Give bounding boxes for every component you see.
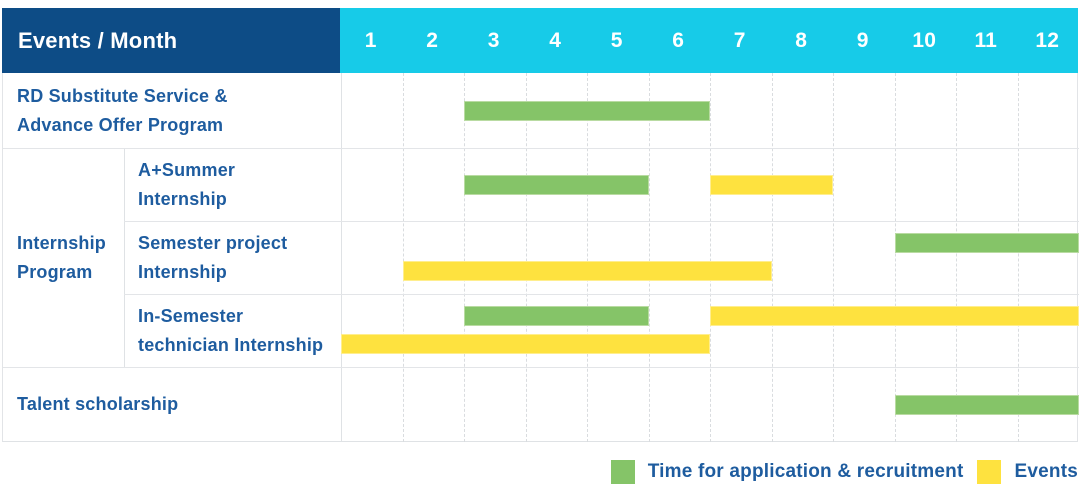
- row-separator: [3, 367, 1079, 368]
- row-label-in-semester-technician-internship: In-Semester technician Internship: [124, 294, 341, 367]
- month-gridline: [587, 73, 588, 442]
- bar-event-semester-project-internship: [402, 261, 772, 281]
- bar-event-in-semester-technician-internship: [710, 306, 1079, 326]
- month-gridline: [1017, 73, 1019, 442]
- yellow-legend-swatch-icon: [977, 460, 1002, 484]
- bar-application-semester-project-internship: [894, 233, 1079, 253]
- bar-application-talent-scholarship: [894, 394, 1079, 415]
- month-header-row: 1 2 3 4 5 6 7 8 9 10 11 12: [340, 8, 1078, 73]
- row-separator: [124, 221, 1079, 222]
- legend-label-application: Time for application & recruitment: [647, 461, 964, 482]
- row-label-line: Talent scholarship: [17, 394, 179, 414]
- group-label-line: Program: [17, 261, 93, 282]
- row-label-line: Advance Offer Program: [17, 114, 224, 135]
- month-header-9: 9: [856, 28, 869, 52]
- month-gridline: [525, 73, 527, 442]
- group-column-border: [124, 148, 125, 367]
- legend-item-events: Events: [977, 460, 1078, 484]
- row-label-line: A+Summer: [138, 159, 236, 180]
- legend: Time for application & recruitment Event…: [610, 460, 1078, 484]
- bar-event-a-plus-summer-internship: [710, 174, 833, 195]
- row-label-line: technician Internship: [138, 334, 324, 355]
- month-header-3: 3: [487, 28, 500, 52]
- green-legend-swatch-icon: [610, 460, 635, 484]
- events-month-table: Events / Month 1 2 3 4 5 6 7 8 9 10 11 12 Internshi…: [2, 8, 1079, 442]
- month-header-7: 7: [733, 28, 746, 52]
- month-header-2: 2: [426, 28, 439, 52]
- row-label-semester-project-internship: Semester project Internship: [124, 221, 341, 294]
- month-header-6: 6: [672, 28, 685, 52]
- month-header-11: 11: [974, 28, 998, 52]
- month-header-1: 1: [364, 28, 377, 52]
- month-gridline: [771, 73, 773, 442]
- row-label-rd-substitute-service-advance-offer-program: RD Substitute Service & Advance Offer Pro…: [3, 73, 341, 148]
- month-gridline: [894, 73, 896, 442]
- events-month-header-cell: Events / Month: [2, 8, 340, 73]
- month-gridline: [956, 73, 957, 442]
- row-label-line: Semester project: [138, 232, 288, 253]
- month-gridline: [833, 73, 834, 442]
- bar-event-in-semester-technician-internship: [341, 334, 710, 354]
- row-label-line: RD Substitute Service &: [17, 85, 228, 106]
- gantt-body: Internship Program RD Substitute Service &…: [2, 73, 1079, 442]
- month-header-12: 12: [1035, 28, 1060, 52]
- month-gridline: [402, 73, 404, 442]
- label-column-border: [341, 73, 342, 442]
- row-label-a-plus-summer-internship: A+Summer Internship: [124, 148, 341, 221]
- row-separator: [3, 148, 1079, 149]
- month-gridline: [710, 73, 711, 442]
- legend-item-application: Time for application & recruitment: [610, 460, 964, 484]
- month-header-8: 8: [795, 28, 808, 52]
- month-gridline: [464, 73, 465, 442]
- month-gridline: [648, 73, 650, 442]
- bar-application-a-plus-summer-internship: [464, 174, 649, 195]
- row-label-talent-scholarship: Talent scholarship: [3, 367, 341, 442]
- group-label-line: Internship: [17, 232, 107, 253]
- group-label-internship-program: Internship Program: [3, 148, 124, 367]
- row-label-line: Internship: [138, 261, 228, 282]
- row-label-line: Internship: [138, 188, 228, 209]
- table-header-row: Events / Month 1 2 3 4 5 6 7 8 9 10 11 12: [2, 8, 1078, 73]
- table-title: Events / Month: [18, 27, 178, 53]
- bar-application-in-semester-technician-internship: [464, 306, 649, 326]
- month-header-4: 4: [549, 28, 562, 52]
- bar-application-rd-substitute-service-advance-offer-program: [464, 100, 710, 121]
- month-header-5: 5: [610, 28, 623, 52]
- row-separator: [124, 294, 1079, 295]
- row-label-line: In-Semester: [138, 305, 244, 326]
- legend-label-events: Events: [1014, 461, 1078, 482]
- month-header-10: 10: [912, 28, 937, 52]
